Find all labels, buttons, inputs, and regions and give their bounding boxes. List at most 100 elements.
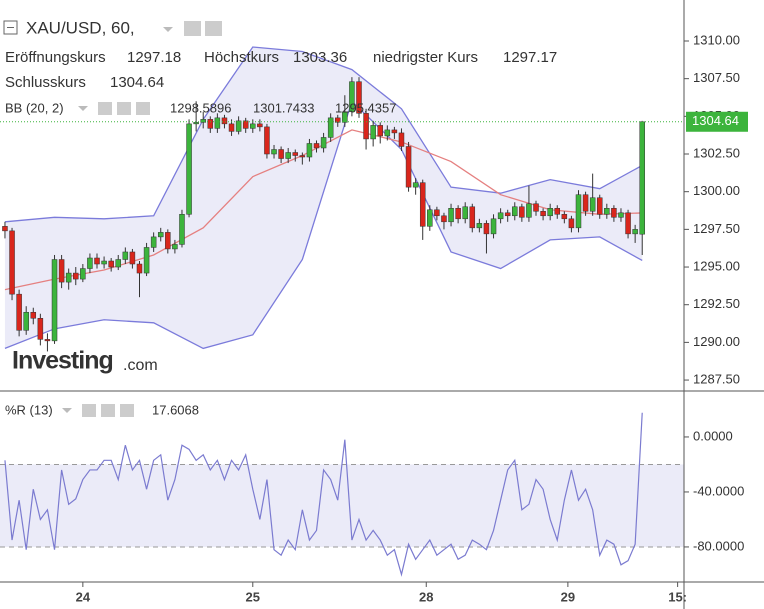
- y-tick-label: 1287.50: [693, 371, 740, 386]
- candle-body: [384, 129, 391, 137]
- candle-body: [547, 208, 553, 217]
- candle-body: [23, 311, 29, 331]
- candle-body: [122, 251, 129, 260]
- candle-body: [306, 143, 313, 158]
- candle-body: [618, 212, 624, 218]
- candle-body: [370, 125, 376, 140]
- bb-lower-value: 1295.4357: [335, 100, 396, 115]
- candle-body: [221, 117, 228, 125]
- candle-body: [363, 113, 369, 140]
- visibility-icon[interactable]: [82, 404, 96, 417]
- close-icon[interactable]: [136, 102, 150, 115]
- dropdown-icon[interactable]: [62, 408, 72, 413]
- candle-body: [462, 206, 468, 220]
- candle-body: [179, 214, 185, 245]
- candle-body: [80, 268, 86, 280]
- candle-body: [327, 117, 334, 138]
- candle-body: [391, 129, 398, 134]
- candle-body: [504, 212, 511, 217]
- candle-body: [575, 194, 582, 229]
- candle-body: [497, 212, 504, 220]
- candle-body: [568, 218, 575, 229]
- header-value: 1303.36: [293, 49, 347, 66]
- wr-value: 17.6068: [152, 402, 199, 417]
- candle-body: [157, 232, 164, 238]
- x-tick-label: 28: [419, 589, 433, 604]
- candle-body: [129, 251, 136, 265]
- bb-fill: [4, 47, 643, 349]
- candle-body: [285, 152, 291, 159]
- header-label: Eröffnungskurs: [5, 49, 106, 66]
- candle-body: [342, 111, 348, 123]
- candle-body: [377, 125, 383, 137]
- header-label: Schlusskurs: [5, 74, 86, 91]
- candle-body: [611, 208, 617, 218]
- candle-body: [604, 208, 610, 215]
- chart-title: XAU/USD, 60,: [26, 18, 135, 37]
- candle-body: [87, 257, 93, 269]
- candle-body: [540, 211, 546, 217]
- candle-body: [512, 206, 518, 217]
- candle-body: [278, 149, 284, 159]
- dropdown-icon[interactable]: [78, 106, 88, 111]
- bb-middle-value: 1298.5896: [170, 100, 231, 115]
- visibility-icon[interactable]: [184, 21, 201, 36]
- candle-body: [625, 212, 631, 235]
- candle-body: [483, 223, 490, 235]
- last-price-tag: [686, 111, 748, 132]
- watermark-suffix: .com: [123, 357, 158, 374]
- y-tick-label: -80.0000: [693, 538, 744, 553]
- visibility-icon[interactable]: [98, 102, 112, 115]
- candle-body: [9, 230, 15, 295]
- y-tick-label: 1292.50: [693, 296, 740, 311]
- candle-body: [299, 155, 306, 158]
- candle-body: [16, 293, 22, 331]
- candle-body: [427, 209, 433, 227]
- bb-upper: [4, 46, 643, 223]
- candle-body: [526, 203, 532, 218]
- candle-body: [589, 197, 596, 212]
- y-tick-label: 1297.50: [693, 221, 740, 236]
- candle-body: [469, 206, 476, 229]
- bb-middle: [4, 129, 643, 291]
- collapse-icon[interactable]: [3, 20, 18, 35]
- candle-body: [412, 182, 419, 188]
- candle-body: [335, 117, 341, 123]
- candle-body: [65, 272, 72, 283]
- plot-layer: [0, 46, 684, 577]
- candle-body: [143, 247, 150, 274]
- candle-body: [264, 126, 270, 155]
- candle-body: [519, 206, 525, 218]
- dropdown-icon[interactable]: [163, 27, 173, 32]
- candle-body: [73, 272, 79, 280]
- candle-body: [490, 218, 497, 235]
- candle-body: [596, 197, 603, 215]
- candle-body: [214, 117, 221, 129]
- y-tick-label: 1302.50: [693, 145, 740, 160]
- candle-body: [37, 318, 44, 340]
- candle-body: [108, 260, 114, 268]
- candle-body: [434, 209, 440, 217]
- settings-icon[interactable]: [101, 404, 115, 417]
- candle-body: [165, 232, 171, 250]
- candle-body: [94, 257, 100, 265]
- header-label: Höchstkurs: [204, 49, 279, 66]
- close-icon[interactable]: [120, 404, 134, 417]
- candle-body: [455, 208, 461, 220]
- candle-body: [136, 263, 143, 274]
- settings-icon[interactable]: [117, 102, 131, 115]
- bb-upper-value: 1301.7433: [253, 100, 314, 115]
- candle-body: [115, 259, 121, 268]
- candle-body: [30, 311, 37, 319]
- wr-line: [4, 412, 643, 577]
- candle-body: [172, 244, 178, 250]
- candle-body: [58, 259, 65, 283]
- indicator-label: %R (13): [5, 402, 53, 417]
- candle-body: [533, 203, 539, 212]
- y-tick-label: 1307.50: [693, 70, 740, 85]
- candle-body: [419, 182, 426, 227]
- candle-body: [235, 120, 242, 132]
- candle-body: [200, 119, 206, 123]
- settings-icon[interactable]: [205, 21, 222, 36]
